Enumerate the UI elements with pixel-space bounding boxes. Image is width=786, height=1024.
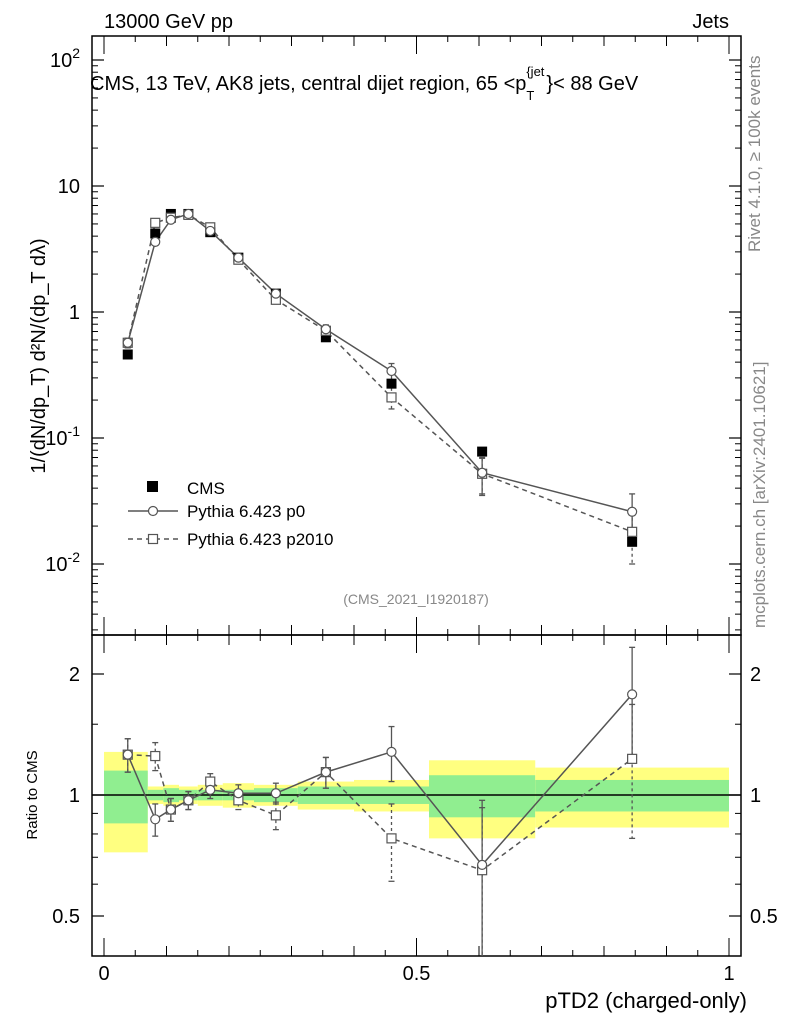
point-pythia-p0 [122,337,133,348]
point-pythia-p0 [205,225,216,237]
header-left: 13000 GeV pp [104,11,233,33]
x-axis-label: pTD2 (charged-only) [545,988,747,1013]
ratio-point-p2010 [270,810,281,821]
legend-data-marker [147,481,158,492]
point-pythia-p0 [165,214,176,225]
ratio-y-tick-label: 0.5 [52,906,80,928]
point-pythia-p0 [320,324,331,335]
axes: 10-2 10-1 1 10 102 0 0.5 1 0.5 0.5 1 1 2 2 [45,36,778,985]
analysis-id: (CMS_2021_I1920187) [343,591,489,607]
main-ylabel: 1/(dN/dp_T) d²N/(dp_T dλ) [28,238,50,473]
band-inner [104,770,148,824]
ratio-point-p0 [233,788,244,799]
legend-mc1-label: Pythia 6.423 p0 [187,502,305,521]
plot-title: CMS, 13 TeV, AK8 jets, central dijet reg… [90,64,639,103]
x-tick-label: 0.5 [403,963,431,985]
ratio-point-p0 [165,804,176,815]
ratio-point-p2010 [150,750,161,762]
point-cms [122,349,133,360]
legend-mc2-label: Pythia 6.423 p2010 [187,530,334,549]
line-pythia-p0 [127,213,633,513]
point-pythia-p0 [150,236,161,248]
point-pythia-p0 [627,506,638,517]
main-series [122,208,638,565]
ratio-point-p0 [627,689,638,700]
point-pythia-p2010 [386,392,397,403]
legend-mc1-marker [147,505,159,517]
ratio-point-p2010 [627,753,638,764]
point-pythia-p0 [233,252,244,263]
y-tick-label: 10-1 [45,423,80,450]
y-tick-label: 10 [58,176,80,198]
y-tick-label: 1 [69,302,80,324]
ratio-point-p0 [122,749,133,760]
ratio-series [122,646,638,956]
x-tick-label: 1 [723,963,734,985]
point-pythia-p0 [386,365,397,377]
y-tick-label: 10-2 [45,549,80,576]
legend-data-label: CMS [187,479,225,498]
point-pythia-p2010 [627,526,638,537]
point-cms [477,446,488,457]
title-sub: T [526,88,534,103]
ratio-y-tick-label: 1 [69,785,80,807]
ratio-point-p0 [477,859,488,871]
ratio-point-p2010 [386,833,397,844]
ratio-ylabel: Ratio to CMS [24,750,41,839]
ratio-point-p0 [386,746,397,758]
ratio-line-p0 [127,693,633,867]
mcplots-label: mcplots.cern.ch [arXiv:2401.10621] [750,362,769,628]
ratio-y-tick-label: 2 [69,664,80,686]
ratio-point-p0 [183,795,194,806]
point-pythia-p0 [183,208,194,220]
ratio-y-tick-label-right: 1 [750,785,761,807]
ratio-y-tick-label-right: 0.5 [750,906,778,928]
point-cms [386,378,397,389]
x-tick-label: 0 [98,963,109,985]
ratio-point-p0 [205,784,216,795]
point-cms [150,228,161,239]
legend: CMS Pythia 6.423 p0 Pythia 6.423 p2010 [128,479,334,549]
point-pythia-p0 [477,467,488,478]
y-tick-label: 102 [50,45,80,72]
ratio-y-tick-label-right: 2 [750,664,761,686]
point-pythia-p0 [270,288,281,299]
header-right: Jets [692,11,729,33]
legend-mc2-marker [147,533,159,545]
point-cms [627,536,638,547]
title-text: CMS, 13 TeV, AK8 jets, central dijet reg… [90,73,526,95]
point-pythia-p2010 [150,217,161,228]
rivet-label: Rivet 4.1.0, ≥ 100k events [745,56,764,252]
ratio-point-p0 [270,788,281,799]
point-cms [320,332,331,343]
ratio-point-p0 [320,767,331,778]
ratio-point-p2010 [205,776,216,787]
title-end: }< 88 GeV [546,73,638,95]
title-sup: {jet [526,64,544,79]
ratio-point-p0 [150,814,161,825]
